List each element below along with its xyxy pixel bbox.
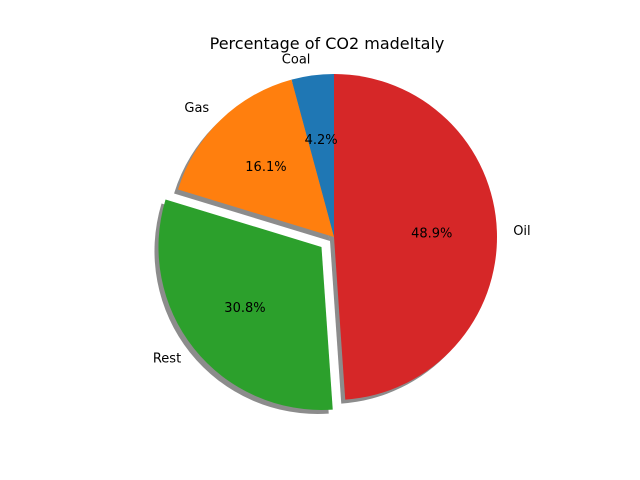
slice-percent-gas: 16.1% [245, 160, 286, 175]
slice-percent-oil: 48.9% [411, 227, 452, 242]
chart-title: Percentage of CO2 madeItaly [210, 34, 445, 53]
slice-label-oil: Oil [513, 224, 530, 239]
pie-slice-rest [158, 199, 333, 410]
slice-percent-rest: 30.8% [224, 301, 265, 316]
pie-slice-gas [178, 79, 334, 237]
slice-label-rest: Rest [153, 352, 181, 367]
pie-slices [158, 73, 497, 410]
pie-slice-oil [334, 73, 497, 400]
slice-label-coal: Coal [282, 52, 311, 67]
slice-labels: Coal 4.2% Gas 16.1% Rest 30.8% Oil 48.9% [153, 52, 531, 366]
pie-slice-coal [291, 74, 334, 237]
slice-label-gas: Gas [184, 101, 209, 116]
slice-percent-coal: 4.2% [305, 133, 338, 148]
